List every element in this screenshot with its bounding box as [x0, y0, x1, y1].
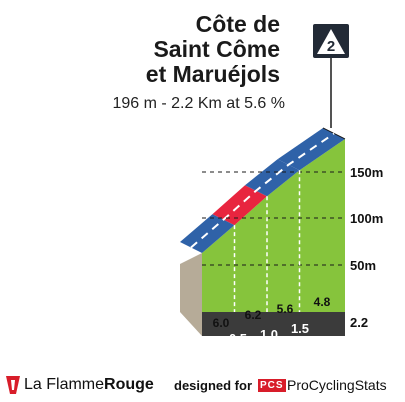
- brand-name-part-1: La Flamme: [24, 376, 105, 393]
- title-line-1: Côte de: [195, 11, 280, 37]
- flamme-rouge-logo: [6, 376, 20, 397]
- category-badge-triangle: [317, 29, 345, 54]
- profile-fill: [202, 138, 345, 312]
- altitude-label-50m: 50m: [350, 258, 376, 273]
- climb-category-flag: 2: [313, 24, 349, 128]
- distance-label-1-0: 1.0: [260, 327, 278, 342]
- profile-base-strip: [202, 312, 345, 336]
- gradient-label-1: 6.0: [213, 316, 230, 330]
- title-line-3: et Maruéjols: [145, 61, 280, 87]
- gradient-label-3: 5.6: [277, 302, 294, 316]
- gradient-label-2: 6.2: [245, 308, 262, 322]
- distance-label-1-5: 1.5: [291, 321, 309, 336]
- profile-side-face: [180, 253, 202, 336]
- title-line-2: Saint Côme: [153, 36, 280, 62]
- brand-name: La FlammeRouge: [24, 376, 154, 394]
- category-number: 2: [327, 38, 335, 55]
- pcs-name: ProCyclingStats: [287, 377, 387, 393]
- brand-name-part-2: Rouge: [104, 376, 154, 393]
- altitude-label-150m: 150m: [350, 165, 383, 180]
- altitude-label-100m: 100m: [350, 211, 383, 226]
- climb-stats: 196 m - 2.2 Km at 5.6 %: [112, 95, 285, 112]
- gradient-label-4: 4.8: [314, 295, 331, 309]
- flame-icon: [6, 376, 20, 394]
- pcs-badge: PCS: [258, 379, 286, 392]
- road-segment-2: [212, 185, 267, 226]
- road-centerline: [190, 132, 335, 249]
- distance-label-2-2: 2.2: [350, 315, 368, 330]
- designed-for-label: designed for: [174, 378, 253, 393]
- road-segment-3: [245, 159, 300, 197]
- climb-title: Côte de Saint Côme et Maruéjols: [146, 12, 280, 87]
- distance-label-0-5: 0.5: [229, 331, 247, 346]
- segment-dividers: [233, 170, 301, 312]
